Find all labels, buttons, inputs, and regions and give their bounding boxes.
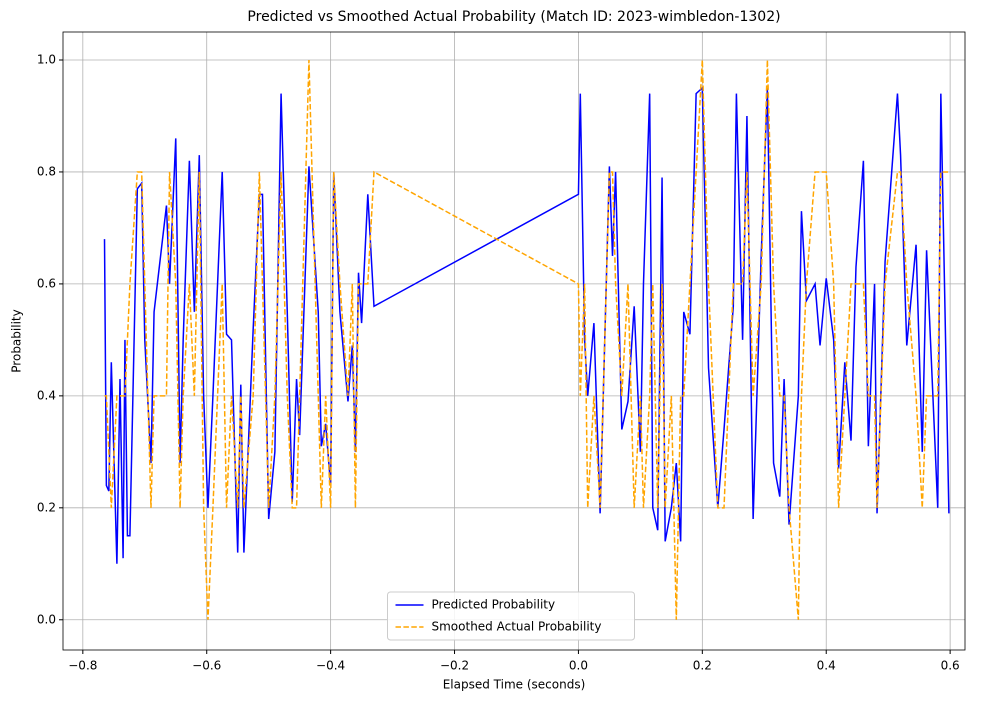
x-tick-label: −0.2	[440, 659, 469, 673]
y-tick-label: 0.4	[37, 388, 56, 402]
x-tick-label: −0.6	[192, 659, 221, 673]
legend-label: Smoothed Actual Probability	[432, 620, 602, 634]
x-tick-label: 0.6	[941, 659, 960, 673]
y-tick-label: 0.8	[37, 164, 56, 178]
legend: Predicted Probability Smoothed Actual Pro…	[387, 591, 635, 641]
legend-label: Predicted Probability	[432, 598, 556, 612]
legend-box	[387, 591, 635, 641]
y-axis-label: Probability	[10, 309, 24, 372]
x-tick-label: −0.4	[316, 659, 345, 673]
series-line	[103, 86, 950, 564]
x-tick-label: 0.4	[817, 659, 836, 673]
y-tick-label: 0.6	[37, 276, 56, 290]
series-line	[104, 59, 949, 620]
y-tick-label: 0.0	[37, 612, 56, 626]
x-tick-label: −0.8	[68, 659, 97, 673]
y-tick-label: 1.0	[37, 52, 56, 66]
chart-title: Predicted vs Smoothed Actual Probability…	[247, 9, 780, 25]
x-tick-label: 0.2	[693, 659, 712, 673]
y-tick-label: 0.2	[37, 500, 56, 514]
x-tick-label: 0.0	[569, 659, 588, 673]
plot-frame	[62, 31, 966, 651]
x-axis-label: Elapsed Time (seconds)	[443, 678, 586, 692]
